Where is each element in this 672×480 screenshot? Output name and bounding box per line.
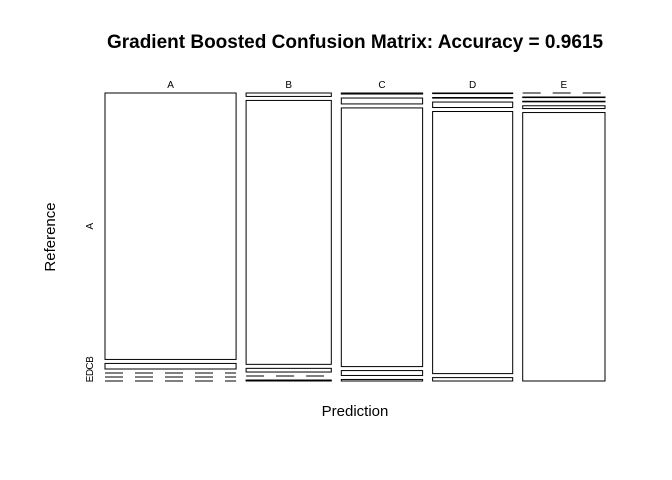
mosaic-tile-c-d [340, 370, 424, 376]
prediction-tick-b: B [285, 80, 292, 91]
prediction-tick-c: C [378, 80, 385, 91]
mosaic-tile-e-d [522, 105, 606, 110]
prediction-tick-d: D [469, 80, 476, 91]
mosaic-tile-a-a [104, 92, 237, 360]
y-axis-title: Reference [42, 202, 59, 271]
mosaic-tile-c-a [340, 92, 424, 95]
reference-tick-b: B [85, 356, 96, 363]
mosaic-tile-c-e [340, 378, 424, 382]
mosaic-tile-e-e [522, 112, 606, 382]
reference-tick-a: A [85, 223, 96, 230]
prediction-tick-labels: A B C D E [167, 80, 567, 91]
prediction-tick-a: A [167, 80, 174, 91]
mosaic-tile-e-b [522, 96, 606, 99]
mosaic-tile-b-a [245, 92, 332, 97]
mosaic-tile-d-a [432, 92, 514, 95]
reference-tick-d: D [85, 369, 96, 376]
reference-tick-e: E [85, 375, 96, 382]
mosaic-tiles [104, 92, 606, 382]
x-axis-title: Prediction [322, 403, 389, 420]
mosaic-tile-e-c [522, 100, 606, 103]
mosaic-tile-b-e [245, 379, 332, 382]
mosaic-tile-c-c [340, 107, 424, 368]
mosaic-tile-c-b [340, 97, 424, 105]
mosaic-tile-d-b [432, 97, 514, 99]
chart-title: Gradient Boosted Confusion Matrix: Accur… [107, 32, 604, 53]
mosaic-tile-a-b [104, 362, 237, 370]
mosaic-tile-d-d [432, 111, 514, 375]
mosaic-tile-d-c [432, 101, 514, 109]
reference-tick-c: C [85, 362, 96, 369]
prediction-tick-e: E [561, 80, 568, 91]
mosaic-tile-b-c [245, 367, 332, 373]
mosaic-tile-d-e [432, 377, 514, 382]
mosaic-tile-b-b [245, 99, 332, 365]
